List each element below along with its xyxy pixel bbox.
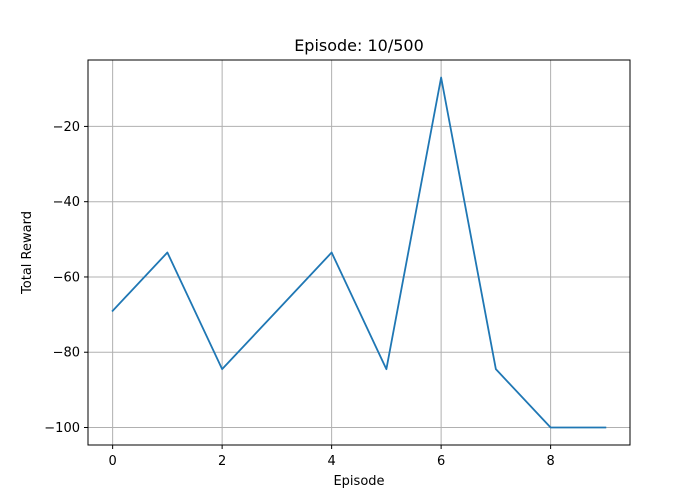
chart-title: Episode: 10/500 [294, 36, 424, 55]
x-tick-label: 8 [546, 454, 554, 469]
y-tick-label: −40 [53, 195, 80, 210]
y-axis-ticks: −100 −80 −60 −40 −20 [44, 120, 88, 436]
x-tick-label: 0 [108, 454, 116, 469]
grid-lines [88, 60, 630, 445]
y-tick-label: −100 [44, 421, 80, 436]
x-axis-label: Episode [333, 474, 384, 489]
x-tick-label: 4 [327, 454, 335, 469]
plot-area-frame [87, 59, 631, 446]
x-axis-ticks: 0 2 4 6 8 [108, 445, 555, 469]
y-tick-label: −20 [53, 120, 80, 135]
y-axis-label: Total Reward [20, 211, 35, 295]
series-line-0 [111, 76, 607, 429]
y-tick-label: −80 [53, 346, 80, 361]
x-tick-label: 2 [218, 454, 226, 469]
y-tick-label: −60 [53, 270, 80, 285]
x-tick-label: 6 [437, 454, 445, 469]
series-layer [111, 76, 607, 429]
